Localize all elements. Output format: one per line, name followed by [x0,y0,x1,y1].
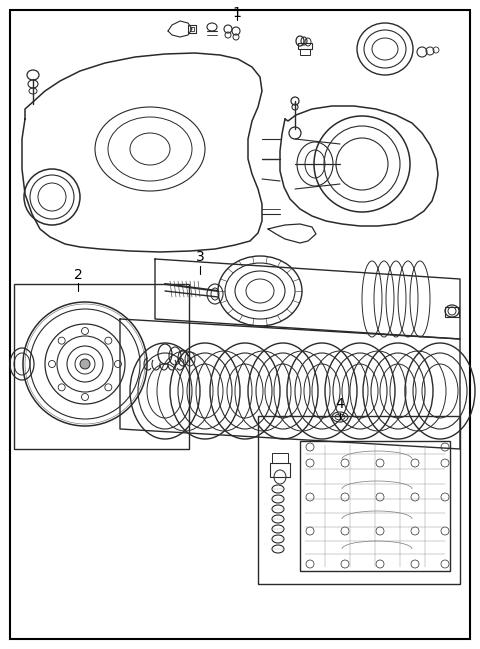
Bar [190,27,194,31]
Text: 4: 4 [336,397,344,411]
Text: 3: 3 [196,250,204,264]
Bar [300,441,450,571]
Bar [188,25,196,33]
Text: 1: 1 [233,6,241,20]
Bar [270,463,290,477]
Bar [300,49,310,55]
Bar [272,453,288,463]
Text: 2: 2 [73,268,83,282]
Ellipse shape [80,359,90,369]
Bar [258,416,460,584]
Bar [298,43,312,49]
Bar [445,307,459,317]
Bar [14,284,189,449]
